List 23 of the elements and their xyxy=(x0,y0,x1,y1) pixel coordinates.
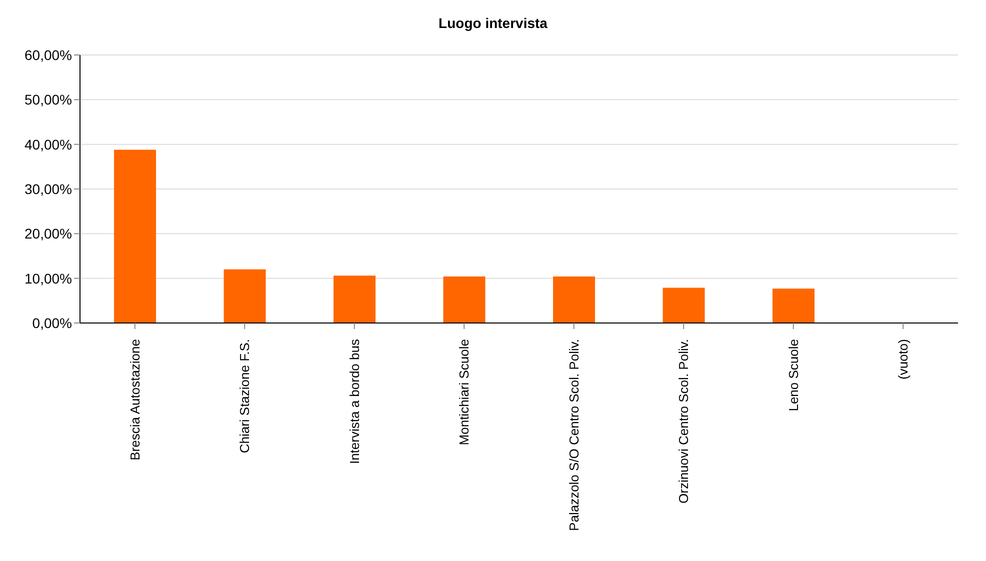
x-tick-label: Intervista a bordo bus xyxy=(346,338,362,464)
y-tick-label: 0,00% xyxy=(32,314,72,331)
x-tick-label: Orzinuovi Centro Scol. Poliv. xyxy=(676,339,692,504)
chart-title: Luogo intervista xyxy=(438,14,548,33)
bar xyxy=(334,276,376,323)
y-tick-label: 50,00% xyxy=(24,92,72,108)
y-tick-label: 40,00% xyxy=(24,136,72,152)
x-tick-label: Montichiari Scuole xyxy=(456,339,472,446)
bar xyxy=(662,288,705,323)
x-tick-label: Leno Scuole xyxy=(786,339,801,412)
bar xyxy=(553,276,596,323)
y-tick-label: 30,00% xyxy=(24,180,72,197)
bar xyxy=(772,288,815,323)
y-tick-label: 10,00% xyxy=(24,270,72,286)
x-tick-label: Palazzolo S/O Centro Scol. Poliv. xyxy=(566,339,582,531)
x-tick-label: (vuoto) xyxy=(896,339,911,380)
bar xyxy=(114,150,156,323)
y-tick-label: 60,00% xyxy=(24,46,72,63)
x-tick-label: Chiari Stazione F.S. xyxy=(237,339,252,454)
y-tick-label: 20,00% xyxy=(24,226,72,242)
bar xyxy=(224,269,266,323)
x-tick-label: Brescia Autostazione xyxy=(127,339,142,460)
bar xyxy=(443,276,486,323)
